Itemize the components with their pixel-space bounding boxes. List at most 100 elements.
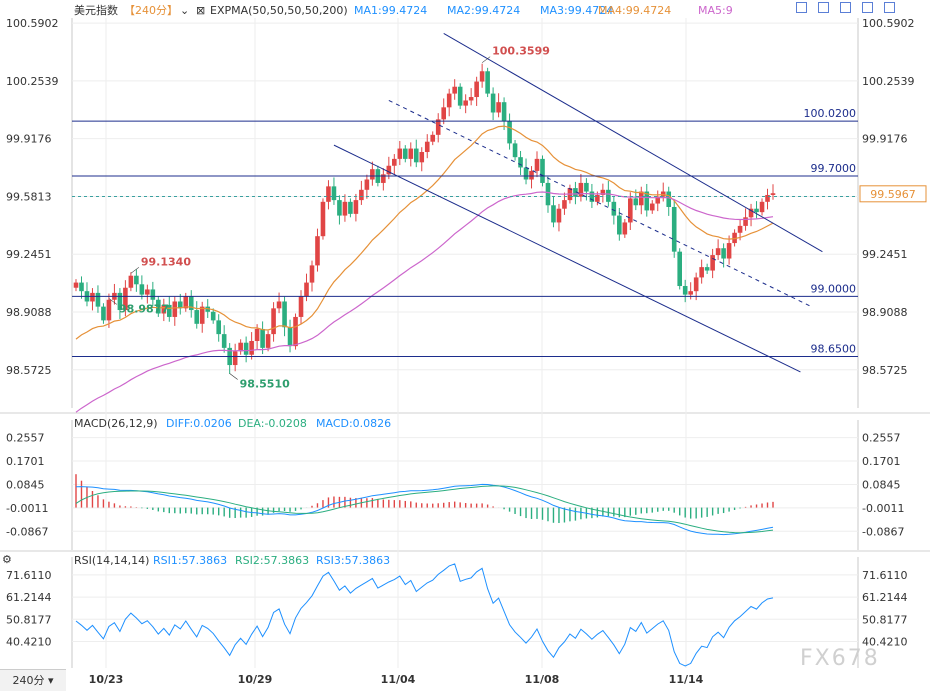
ma5-label: MA5:9 <box>698 4 733 17</box>
candle-body <box>282 301 287 328</box>
candle-body <box>188 296 194 311</box>
window-icon[interactable] <box>862 2 873 13</box>
price-y-tick-label-left: 100.5902 <box>6 17 59 30</box>
candle-body <box>611 201 617 216</box>
settings-icon[interactable] <box>840 2 851 13</box>
macd-title: MACD(26,12,9) <box>74 417 158 430</box>
macd-dea: DEA:-0.0208 <box>238 417 307 430</box>
candle-body <box>507 121 512 144</box>
candle-body <box>474 81 479 98</box>
candle-body <box>584 182 589 192</box>
candle-body <box>210 311 216 321</box>
candle-body <box>600 189 606 195</box>
gear-icon[interactable]: ⚙ <box>2 553 12 566</box>
price-y-tick-label-right: 99.9176 <box>862 133 908 146</box>
x-tick-label: 10/23 <box>89 673 124 686</box>
price-y-tick-label-left: 98.9088 <box>6 306 52 319</box>
candle-body <box>424 141 430 153</box>
candle-body <box>364 179 370 190</box>
candle-body <box>408 148 414 159</box>
candle-body <box>644 191 650 211</box>
candle-body <box>562 200 567 209</box>
candle-body <box>622 222 628 235</box>
candle-body <box>617 215 622 235</box>
candle-body <box>693 277 699 292</box>
candle-body <box>468 97 474 101</box>
candle-body <box>249 340 254 355</box>
period-badge[interactable]: 【240分】 <box>124 4 178 17</box>
candle-body <box>589 191 595 202</box>
ma3-label: MA3:99.4724 <box>540 4 613 17</box>
fullscreen-icon[interactable] <box>884 2 895 13</box>
candle-body <box>331 186 337 201</box>
ma2-label: MA2:99.4724 <box>447 4 520 17</box>
indicator-label[interactable]: EXPMA(50,50,50,50,200) <box>210 4 348 17</box>
level-label: 99.0000 <box>811 282 857 295</box>
candle-body <box>430 134 436 142</box>
candle-body <box>490 93 496 113</box>
candle-body <box>293 316 298 347</box>
candle-body <box>501 102 507 122</box>
candle-body <box>309 265 315 283</box>
candle-body <box>688 291 693 295</box>
rsi-y-tick-label-left: 61.2144 <box>6 591 52 604</box>
candle-body <box>754 208 759 213</box>
candle-body <box>166 304 172 317</box>
rsi-y-tick-label-left: 71.6110 <box>6 569 52 582</box>
candle-body <box>479 71 485 82</box>
candle-body <box>737 225 743 233</box>
rsi1-label: RSI1:57.3863 <box>153 554 227 567</box>
candle-body <box>606 189 611 202</box>
price-y-tick-label-right: 98.5725 <box>862 364 908 377</box>
candle-body <box>638 191 644 206</box>
candle-body <box>655 196 661 204</box>
chevron-down-icon[interactable]: ⌄ <box>180 4 189 17</box>
zoom-icon[interactable] <box>818 2 829 13</box>
candle-body <box>677 251 683 287</box>
x-tick-label: 11/04 <box>381 673 416 686</box>
candle-body <box>392 158 397 166</box>
candle-body <box>765 194 770 202</box>
macd-y-tick-label-left: 0.0845 <box>6 478 45 491</box>
price-annotation: 98.5510 <box>240 377 290 390</box>
rsi2-label: RSI2:57.3863 <box>235 554 309 567</box>
candle-body <box>287 327 293 347</box>
rsi-y-tick-label-right: 71.6110 <box>862 569 908 582</box>
rsi-title: RSI(14,14,14) <box>74 554 149 567</box>
candle-body <box>320 201 326 237</box>
candle-body <box>95 292 101 307</box>
candle-body <box>748 208 754 218</box>
candle-body <box>759 201 765 213</box>
candle-body <box>79 282 84 292</box>
period-button[interactable]: 240分 ▾ <box>0 669 66 691</box>
candle-body <box>413 148 419 163</box>
candle-body <box>90 292 95 302</box>
annotation-pointer <box>481 56 491 63</box>
price-y-tick-label-left: 98.5725 <box>6 364 52 377</box>
candle-body <box>156 299 161 314</box>
expma-200-line <box>75 191 774 413</box>
watermark: FX678 <box>800 646 880 671</box>
candle-body <box>128 275 134 288</box>
level-label: 100.0200 <box>804 107 857 120</box>
candle-body <box>649 203 655 211</box>
candle-body <box>704 267 710 271</box>
candle-body <box>397 148 403 159</box>
chart-type-icon[interactable]: ⊠ <box>196 4 205 17</box>
channel-lower-line <box>333 144 801 373</box>
price-annotation: 100.3599 <box>492 45 550 58</box>
price-y-tick-label-left: 100.2539 <box>6 75 59 88</box>
candle-body <box>172 301 178 317</box>
macd-value: MACD:0.0826 <box>316 417 391 430</box>
candle-body <box>682 286 688 295</box>
candle-body <box>452 86 457 94</box>
x-tick-label: 10/29 <box>238 673 273 686</box>
candle-body <box>540 158 545 183</box>
candle-body <box>348 201 353 214</box>
candle-body <box>271 308 276 335</box>
expand-icon[interactable] <box>796 2 807 13</box>
candle-body <box>435 119 441 135</box>
candle-body <box>463 100 468 106</box>
candle-body <box>496 102 501 113</box>
